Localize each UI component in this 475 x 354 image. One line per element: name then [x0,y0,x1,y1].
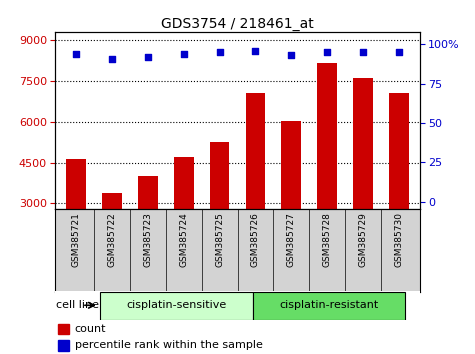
Point [252,48,259,53]
FancyBboxPatch shape [253,292,405,320]
Text: GSM385730: GSM385730 [394,212,403,267]
Text: GSM385728: GSM385728 [323,212,332,267]
Text: cisplatin-sensitive: cisplatin-sensitive [126,300,227,310]
Point [180,51,188,57]
Text: cell line: cell line [56,300,99,310]
Bar [389,93,408,285]
Text: GSM385727: GSM385727 [287,212,296,267]
Title: GDS3754 / 218461_at: GDS3754 / 218461_at [161,17,314,31]
Text: GSM385725: GSM385725 [215,212,224,267]
Text: GSM385723: GSM385723 [143,212,152,267]
Text: cisplatin-resistant: cisplatin-resistant [279,300,379,310]
Point [216,50,223,55]
Bar [174,156,194,285]
Bar [66,159,86,285]
Bar [58,340,69,350]
Bar [102,193,122,285]
Point [323,50,331,55]
Bar [281,121,301,285]
Point [144,54,152,60]
Text: GSM385722: GSM385722 [107,212,116,267]
Point [395,50,403,55]
Text: count: count [75,324,106,334]
Point [359,50,367,55]
Bar [353,78,373,285]
Bar [246,93,266,285]
Point [108,56,116,62]
Bar [138,176,158,285]
Text: percentile rank within the sample: percentile rank within the sample [75,340,263,350]
Text: GSM385729: GSM385729 [359,212,368,267]
Text: GSM385721: GSM385721 [72,212,81,267]
FancyBboxPatch shape [100,292,253,320]
Bar [58,324,69,335]
Text: GSM385724: GSM385724 [179,212,188,267]
Point [287,53,295,58]
Bar [317,63,337,285]
Bar [209,142,229,285]
Point [72,51,80,57]
Text: GSM385726: GSM385726 [251,212,260,267]
